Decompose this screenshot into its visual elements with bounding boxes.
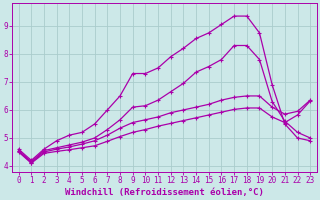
X-axis label: Windchill (Refroidissement éolien,°C): Windchill (Refroidissement éolien,°C): [65, 188, 264, 197]
